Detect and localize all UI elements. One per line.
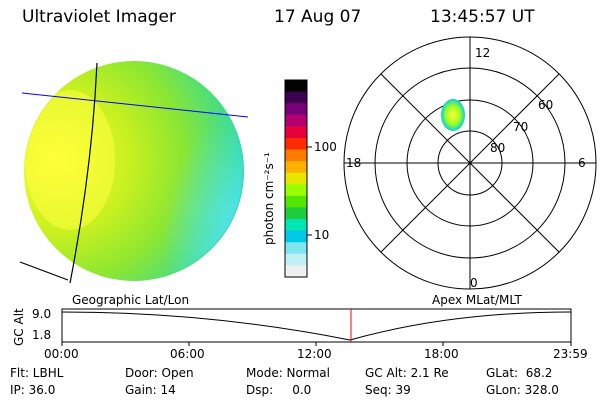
timeline-x-tick: 00:00	[44, 347, 79, 361]
colorbar-segment	[285, 207, 307, 220]
colorbar-segment	[285, 126, 307, 139]
timeline-x-tick: 18:00	[424, 347, 459, 361]
lat-label-60: 60	[538, 98, 554, 112]
colorbar-tick-10: 10	[314, 228, 330, 242]
lat-label-70: 70	[513, 120, 529, 134]
colorbar-segment	[285, 219, 307, 232]
earth-disk-image	[19, 61, 260, 284]
longitude-line	[69, 62, 98, 284]
door-info: Door: Open	[125, 366, 194, 380]
glon-info: GLon: 328.0	[486, 383, 559, 397]
date-label: 17 Aug 07	[274, 7, 362, 27]
timeline-y-tick-top: 9.0	[32, 307, 52, 321]
colorbar-unit-label: photon cm⁻²s⁻¹	[262, 152, 276, 245]
seq-info: Seq: 39	[365, 383, 411, 397]
latitude-line	[21, 92, 249, 118]
colorbar-tick-100: 100	[314, 140, 337, 154]
timeline-left-title: Geographic Lat/Lon	[72, 293, 190, 307]
colorbar-segment	[285, 242, 307, 255]
glat-info: GLat: 68.2	[486, 366, 553, 380]
colorbar-segment	[285, 184, 307, 197]
timeline-right-title: Apex MLat/MLT	[432, 293, 522, 307]
colorbar-segment	[285, 230, 307, 243]
lat-label-80: 80	[490, 141, 506, 155]
terminator-line	[19, 261, 69, 281]
auroral-spot	[441, 99, 465, 131]
timeline-x-tick: 12:00	[297, 347, 332, 361]
colorbar-segment	[285, 149, 307, 162]
colorbar-segment	[285, 161, 307, 174]
colorbar-segment	[285, 80, 307, 93]
altitude-timeline	[61, 308, 572, 346]
colorbar-segment	[285, 114, 307, 127]
gain-info: Gain: 14	[125, 383, 176, 397]
colorbar-segment	[285, 195, 307, 208]
mode-info: Mode: Normal	[246, 366, 330, 380]
mlt-label-18: 18	[346, 156, 362, 170]
timeline-x-tick: 06:00	[170, 347, 205, 361]
colorbar-segment	[285, 172, 307, 185]
filter-info: Flt: LBHL	[10, 366, 64, 380]
mlt-label-0: 0	[470, 276, 478, 290]
time-label: 13:45:57 UT	[430, 7, 535, 27]
gc-alt-info: GC Alt: 2.1 Re	[365, 366, 449, 380]
colorbar-segment	[285, 265, 307, 278]
timeline-x-tick: 23:59	[553, 347, 588, 361]
polar-plot	[343, 36, 597, 290]
mlt-label-12: 12	[475, 46, 491, 60]
colorbar-segment	[285, 103, 307, 116]
instrument-title: Ultraviolet Imager	[22, 7, 176, 27]
ip-info: IP: 36.0	[10, 383, 56, 397]
timeline-y-label: GC Alt	[12, 308, 26, 346]
colorbar-segment	[285, 253, 307, 266]
dsp-info: Dsp: 0.0	[246, 383, 312, 397]
mlt-label-6: 6	[578, 156, 586, 170]
colorbar-segment	[285, 137, 307, 151]
colorbar-segment	[285, 91, 307, 104]
timeline-y-tick-bottom: 1.8	[32, 328, 52, 342]
colorbar	[285, 80, 307, 278]
